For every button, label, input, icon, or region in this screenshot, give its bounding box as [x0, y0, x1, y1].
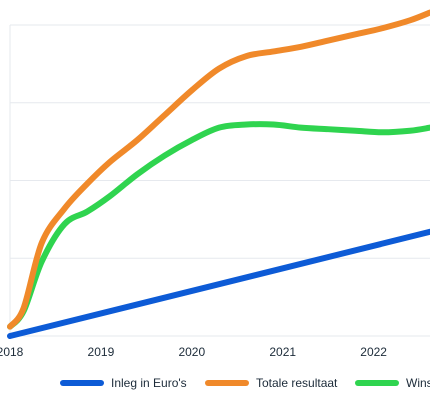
legend-item: Winst [355, 376, 430, 390]
x-tick-label: 2018 [0, 345, 24, 359]
legend-swatch [205, 380, 249, 386]
series-line-1 [7, 9, 430, 330]
legend-item: Totale resultaat [205, 376, 337, 390]
series-lines [7, 9, 430, 339]
x-tick-label: 2020 [178, 345, 205, 359]
x-axis: 2018 2019 2020 2021 2022 [0, 345, 387, 359]
grid-lines [9, 24, 430, 337]
legend-label: Inleg in Euro's [111, 376, 187, 390]
legend-swatch [355, 380, 399, 386]
series-line-0 [7, 228, 430, 339]
series-line-2 [7, 121, 430, 330]
legend: Inleg in Euro's Totale resultaat Winst [0, 376, 430, 396]
legend-label: Winst [406, 376, 430, 390]
legend-item: Inleg in Euro's [60, 376, 187, 390]
legend-label: Totale resultaat [256, 376, 338, 390]
x-tick-label: 2021 [269, 345, 296, 359]
x-tick-label: 2022 [360, 345, 387, 359]
x-tick-label: 2019 [88, 345, 115, 359]
legend-swatch [60, 380, 104, 386]
